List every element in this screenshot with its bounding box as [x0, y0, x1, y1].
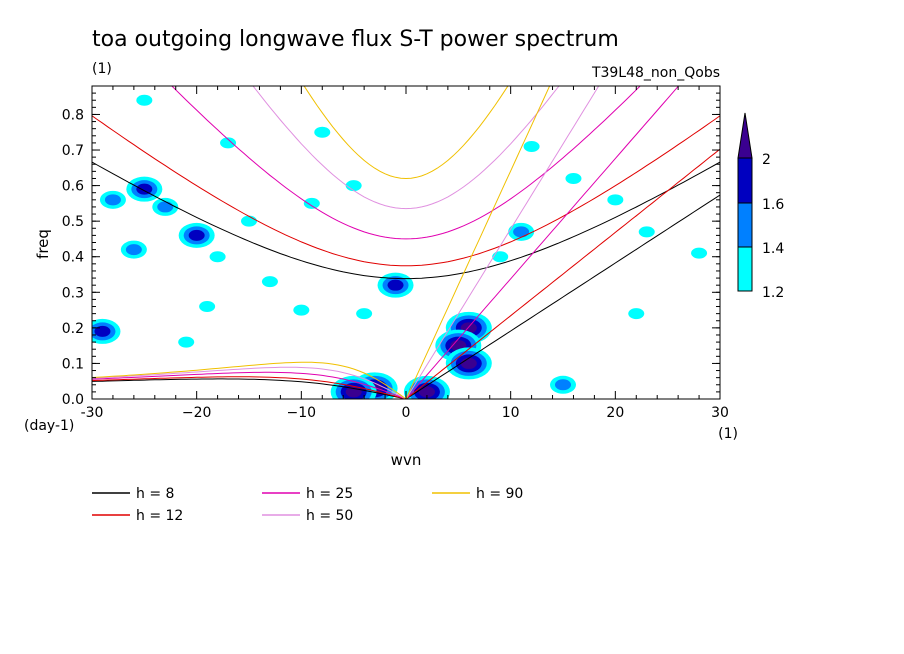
colorbar-label: 1.6 — [762, 197, 784, 213]
power-contour — [178, 336, 195, 348]
inertia-gravity-curve — [92, 115, 720, 267]
power-contour — [293, 304, 310, 316]
power-contour — [460, 357, 477, 369]
x-tick-label: −10 — [287, 405, 317, 421]
power-contour — [136, 94, 153, 106]
y-axis-label: freq — [34, 229, 52, 259]
power-contour — [136, 183, 153, 195]
power-contour — [513, 226, 530, 238]
inertia-gravity-curve — [303, 86, 509, 180]
colorbar: 1.2 1.4 1.6 2 — [737, 112, 784, 301]
chart-subtitle-right: T39L48_non_Qobs — [591, 65, 720, 81]
power-contour — [345, 180, 362, 192]
x-tick-label: 20 — [606, 405, 624, 421]
colorbar-segment — [737, 246, 753, 292]
y-tick-label: 0.0 — [62, 392, 84, 408]
power-contour — [261, 276, 278, 288]
y-tick-label: 0.3 — [62, 285, 84, 301]
power-contour — [356, 308, 373, 320]
power-contour — [157, 201, 174, 213]
y-tick-label: 0.7 — [62, 143, 84, 159]
legend-label: h = 50 — [306, 508, 353, 524]
x-unit-label: (1) — [718, 426, 738, 442]
power-contours — [92, 94, 708, 399]
power-contour — [387, 279, 404, 291]
dispersion-curves — [92, 86, 720, 399]
power-contour — [199, 301, 216, 313]
rossby-curve — [92, 361, 407, 399]
colorbar-segment — [737, 157, 753, 204]
power-contour — [94, 325, 111, 337]
inertia-gravity-curve — [171, 86, 641, 240]
power-contour — [555, 379, 571, 391]
x-axis-label: wvn — [391, 451, 422, 469]
x-tick-label: 0 — [402, 405, 411, 421]
legend-label: h = 90 — [476, 486, 523, 502]
inertia-gravity-curve — [252, 86, 560, 210]
rossby-curve — [92, 371, 407, 399]
rossby-curve — [92, 366, 407, 399]
power-contour — [104, 194, 121, 206]
power-contour — [303, 197, 320, 209]
y-unit-label: (day-1) — [24, 418, 74, 434]
kelvin-curve — [405, 86, 600, 399]
colorbar-label: 2 — [762, 152, 771, 168]
axis-ticks: -30 −20 −10 0 10 20 30 0.0 0.1 0.2 0.3 0.4 0.5 0.6 0.7… — [62, 86, 729, 421]
power-contour — [628, 308, 645, 320]
x-tick-label: -30 — [81, 405, 104, 421]
power-contour — [523, 140, 540, 152]
colorbar-segment — [737, 202, 753, 248]
rossby-curve — [92, 376, 407, 399]
y-tick-label: 0.5 — [62, 214, 84, 230]
y-tick-label: 0.4 — [62, 250, 84, 266]
power-contour — [607, 194, 624, 206]
y-tick-label: 0.1 — [62, 356, 84, 372]
inertia-gravity-curve — [92, 161, 720, 280]
power-contour — [638, 226, 655, 238]
kelvin-curve — [405, 148, 720, 399]
kelvin-curve — [405, 86, 680, 399]
x-tick-label: 30 — [711, 405, 729, 421]
power-contour — [492, 251, 509, 263]
y-tick-label: 0.2 — [62, 321, 84, 337]
power-contour — [220, 137, 237, 149]
colorbar-arrow — [737, 112, 753, 159]
y-tick-label: 0.8 — [62, 107, 84, 123]
legend-label: h = 25 — [306, 486, 353, 502]
power-contour — [418, 386, 435, 398]
legend: h = 8 h = 12 h = 25 h = 50 h = 90 — [92, 486, 523, 524]
x-tick-label: −20 — [182, 405, 212, 421]
legend-label: h = 8 — [136, 486, 174, 502]
power-contour — [314, 126, 331, 138]
rossby-curve — [92, 378, 407, 399]
power-contour — [125, 244, 142, 256]
chart-title: toa outgoing longwave flux S-T power spe… — [92, 27, 619, 52]
kelvin-curve — [405, 194, 720, 399]
y-tick-label: 0.6 — [62, 179, 84, 195]
chart-subtitle-left: (1) — [92, 61, 112, 77]
x-tick-label: 10 — [502, 405, 520, 421]
power-contour — [241, 215, 257, 227]
colorbar-label: 1.4 — [762, 241, 784, 257]
kelvin-curve — [405, 86, 551, 399]
power-contour — [565, 172, 582, 184]
power-contour — [188, 229, 205, 241]
colorbar-label: 1.2 — [762, 285, 784, 301]
power-contour — [209, 251, 226, 263]
legend-label: h = 12 — [136, 508, 183, 524]
power-contour — [691, 247, 708, 259]
